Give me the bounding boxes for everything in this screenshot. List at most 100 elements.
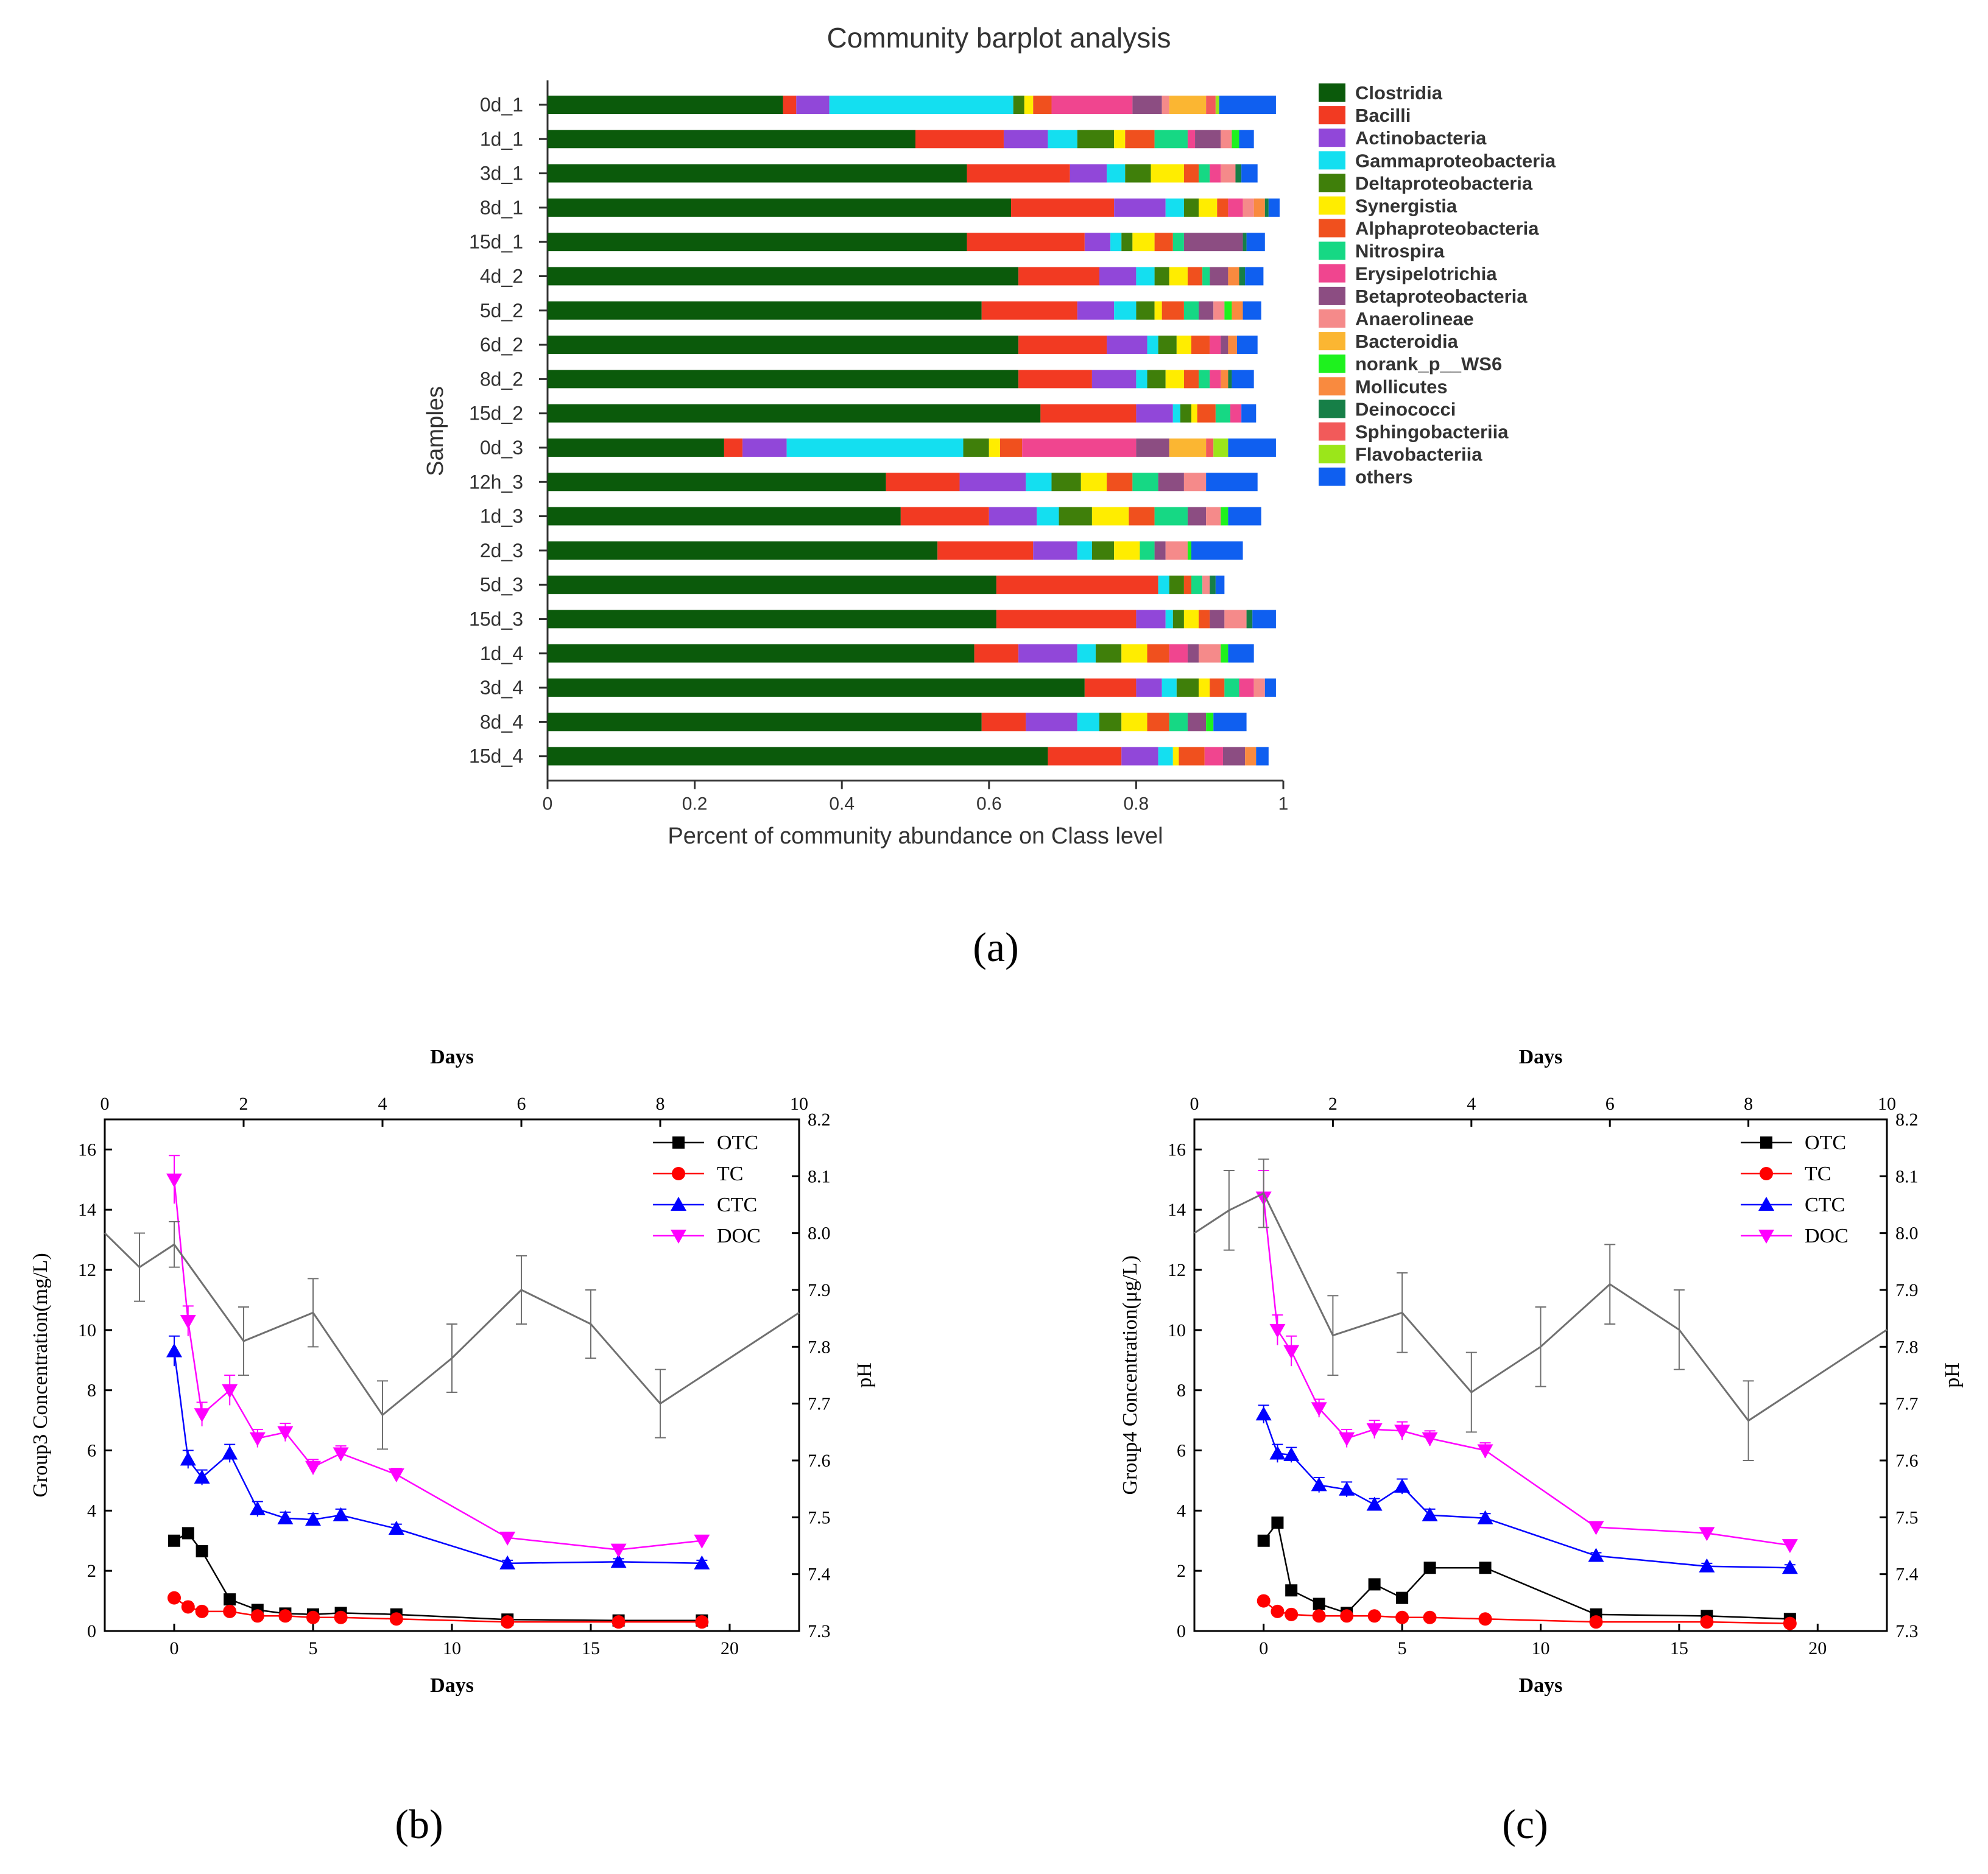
bar-segment-betaproteobacteria <box>1222 747 1246 766</box>
bar-segment-others <box>1252 610 1276 629</box>
bar-segment-deltaproteobacteria <box>963 439 989 457</box>
data-point <box>1422 1432 1438 1446</box>
y2-tick-label: 8.2 <box>1895 1110 1919 1130</box>
bar-segment-norank-p-ws6 <box>1206 713 1214 731</box>
bar-segment-deinococci <box>1210 576 1216 594</box>
bar-segment-bacilli <box>724 439 743 457</box>
y2-tick-label: 7.9 <box>1895 1280 1919 1300</box>
bar-segment-norank-p-ws6 <box>1221 644 1228 663</box>
bar-segment-nitrospira <box>1140 541 1155 560</box>
bar-segment-erysipelotrichia <box>1187 130 1196 149</box>
legend-label: CTC <box>1805 1194 1845 1216</box>
bar-segment-nitrospira <box>1183 301 1199 320</box>
y-tick-label: 8 <box>1177 1381 1186 1401</box>
panel-b-group3-line-chart: 0 5 10 15 20 0 2 4 6 8 10 0 2 4 6 8 10 12 14 16 7.3 7.4 7.5 7.6… <box>29 1046 876 1847</box>
bar-segment-synergistia <box>1121 713 1147 731</box>
bar-segment-others <box>1245 267 1264 286</box>
bar-segment-deltaproteobacteria <box>1158 336 1177 354</box>
data-point <box>278 1609 292 1623</box>
bar-segment-clostridia <box>548 678 1085 697</box>
bar-segment-others <box>1219 96 1276 114</box>
data-point <box>1422 1507 1438 1521</box>
bar-segment-actinobacteria <box>1091 370 1137 389</box>
bar-segment-bacteroidia <box>1169 96 1207 114</box>
y-tick-label: 14 <box>1168 1200 1186 1220</box>
bar-segment-others <box>1264 678 1276 697</box>
y-tick-label: 15d_1 <box>469 231 523 253</box>
y-tick-label: 5d_2 <box>480 300 523 322</box>
bar-segment-alphaproteobacteria <box>1125 130 1155 149</box>
y-tick-label: 0 <box>87 1621 96 1641</box>
panel-a-community-barplot: Community barplot analysis 0d_1 1d_1 3d_1 8d… <box>423 22 1556 970</box>
bar-segment-nitrospira <box>1199 370 1210 389</box>
data-point <box>1396 1591 1409 1604</box>
series-doc <box>166 1155 710 1558</box>
bar-segment-deltaproteobacteria <box>1051 473 1081 491</box>
bar-segment-clostridia <box>548 541 938 560</box>
bar-segment-alphaproteobacteria <box>1187 267 1203 286</box>
bar-segment-synergistia <box>1191 404 1197 423</box>
data-point <box>1588 1521 1604 1535</box>
data-point <box>1285 1607 1299 1621</box>
y-tick-label: 15d_2 <box>469 403 523 424</box>
bar-segment-mollicutes <box>1221 370 1228 389</box>
legend-label: TC <box>717 1163 743 1185</box>
bar-segment-betaproteobacteria <box>1210 267 1228 286</box>
bar-segment-actinobacteria <box>1107 336 1147 354</box>
y2-tick-label: 7.8 <box>808 1337 831 1357</box>
legend-label: Mollicutes <box>1355 376 1448 397</box>
bar-segment-anaerolineae <box>1224 610 1247 629</box>
x-tick-label: 20 <box>1808 1638 1827 1658</box>
data-point <box>194 1408 210 1423</box>
bar-segment-synergistia <box>1154 301 1162 320</box>
bar-segment-bacilli <box>996 576 1158 594</box>
data-point <box>1271 1516 1284 1529</box>
legend-label: OTC <box>717 1132 758 1154</box>
bar-segment-clostridia <box>548 507 901 526</box>
data-point <box>1477 1444 1493 1459</box>
data-point <box>1311 1477 1327 1492</box>
y-tick-label: 3d_4 <box>480 677 523 699</box>
legend-swatch <box>1319 445 1345 463</box>
bar-segment-deinococci <box>1246 610 1253 629</box>
legend-swatch <box>1319 129 1345 147</box>
bar-segment-sphingobacteriia <box>1206 96 1216 114</box>
bar-segment-deltaproteobacteria <box>1154 267 1169 286</box>
bar-segment-others <box>1241 164 1258 183</box>
bar-segment-betaproteobacteria <box>1199 301 1214 320</box>
bar-segment-others <box>1215 576 1225 594</box>
bar-segment-mollicutes <box>1232 301 1243 320</box>
data-point <box>610 1543 627 1558</box>
legend-label: DOC <box>1805 1225 1849 1247</box>
y-tick-label: 12 <box>1168 1260 1186 1280</box>
legend-marker <box>1758 1230 1774 1244</box>
bar-segment-others <box>1206 473 1258 491</box>
bar-segment-synergistia <box>1183 610 1199 629</box>
legend-label: Deltaproteobacteria <box>1355 172 1533 194</box>
chart-title: Community barplot analysis <box>827 22 1171 54</box>
bar-segment-actinobacteria <box>1121 747 1158 766</box>
bar-segment-bacilli <box>1018 336 1107 354</box>
x-tick-label: 15 <box>1670 1638 1688 1658</box>
data-point <box>1589 1615 1603 1629</box>
bar-segment-nitrospira <box>1154 130 1188 149</box>
bar-segment-actinobacteria <box>1084 233 1111 252</box>
data-point <box>194 1470 210 1484</box>
legend-label: CTC <box>717 1194 757 1216</box>
top-x-axis-label: Days <box>430 1046 474 1068</box>
bar-segment-deltaproteobacteria <box>1013 96 1024 114</box>
bar-segment-gammaproteobacteria <box>1048 130 1077 149</box>
data-point <box>1423 1562 1436 1574</box>
x-tick-label: 5 <box>1398 1638 1407 1658</box>
y-tick-label: 8d_1 <box>480 197 523 219</box>
bar-segment-clostridia <box>548 473 886 491</box>
y2-tick-label: 7.8 <box>1895 1337 1919 1357</box>
bar-segment-clostridia <box>548 644 975 663</box>
y-tick-label: 4 <box>1177 1501 1186 1521</box>
bar-segment-deltaproteobacteria <box>1121 233 1133 252</box>
bar-segment-erysipelotrichia <box>1210 336 1221 354</box>
y2-axis-label: pH <box>853 1362 876 1388</box>
y-tick-label: 10 <box>78 1320 96 1340</box>
bar-segment-betaproteobacteria <box>1210 610 1225 629</box>
bar-segment-synergistia <box>1172 747 1179 766</box>
